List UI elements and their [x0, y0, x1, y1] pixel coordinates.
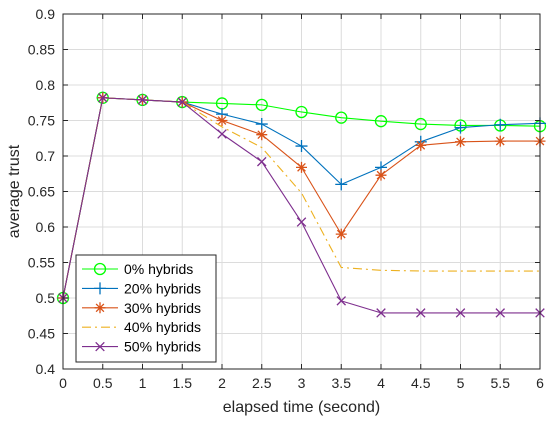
- y-tick-label: 0.8: [36, 77, 56, 93]
- data-point: [177, 97, 188, 107]
- legend: 0% hybrids 20% hybrids 30% hybrids 40% hybr…: [75, 254, 217, 363]
- data-point: [495, 308, 506, 318]
- data-point: [256, 156, 267, 167]
- x-tick-label: 0.5: [93, 375, 113, 391]
- y-tick-label: 0.45: [28, 326, 55, 342]
- y-tick-label: 0.5: [36, 290, 56, 306]
- data-point: [217, 129, 227, 139]
- x-tick-label: 5: [457, 375, 465, 391]
- legend-item: 20% hybrids: [82, 280, 201, 296]
- y-tick-label: 0.9: [36, 6, 56, 22]
- data-point: [255, 98, 268, 112]
- data-point: [255, 118, 268, 131]
- data-point: [374, 115, 388, 128]
- data-point: [415, 139, 427, 151]
- data-point: [414, 117, 427, 131]
- legend-label: 30% hybrids: [124, 300, 201, 316]
- data-point: [296, 161, 307, 173]
- x-tick-label: 3.5: [332, 375, 352, 391]
- data-point: [375, 169, 387, 181]
- data-point: [335, 228, 347, 240]
- y-tick-label: 0.6: [36, 219, 56, 235]
- legend-item: 0% hybrids: [82, 261, 193, 277]
- y-tick-label: 0.65: [28, 184, 55, 200]
- data-point: [335, 178, 348, 191]
- grid: [62, 13, 541, 370]
- data-point: [335, 111, 348, 124]
- data-point: [137, 95, 148, 105]
- x-tick-label: 0: [59, 375, 67, 391]
- y-tick-label: 0.55: [28, 255, 55, 271]
- y-axis-title: average trust: [6, 144, 23, 238]
- x-tick-label: 4.5: [411, 375, 431, 391]
- x-tick-label: 4: [377, 375, 385, 391]
- legend-item: 30% hybrids: [82, 300, 201, 316]
- y-tick-label: 0.85: [28, 42, 55, 58]
- y-tick-label: 0.7: [36, 148, 56, 164]
- data-point: [296, 217, 307, 227]
- legend-label: 40% hybrids: [124, 319, 201, 335]
- data-point: [455, 308, 466, 318]
- data-point: [216, 115, 228, 126]
- series-50-hybrids: [58, 93, 545, 318]
- data-point: [295, 140, 308, 153]
- data-point: [455, 136, 466, 148]
- legend-label: 50% hybrids: [124, 339, 201, 355]
- ticks: 0 0.5 1 1.5 2 2.5 3 3.5 4 4.5 5 5.5 6 0.4 0.45 0.5 0.55 0…: [28, 6, 544, 391]
- data-point: [97, 93, 108, 103]
- x-axis-title: elapsed time (second): [223, 399, 380, 416]
- data-point: [454, 121, 467, 134]
- x-tick-label: 6: [536, 375, 544, 391]
- y-tick-label: 0.4: [36, 361, 56, 377]
- data-point: [336, 296, 347, 306]
- x-tick-label: 1.5: [173, 375, 193, 391]
- data-point: [415, 308, 426, 318]
- x-tick-label: 3: [298, 375, 306, 391]
- data-point: [494, 118, 507, 131]
- data-point: [295, 105, 308, 119]
- legend-marker: [94, 302, 106, 314]
- legend-label: 0% hybrids: [124, 261, 193, 277]
- legend-item: 40% hybrids: [82, 319, 201, 335]
- x-tick-label: 5.5: [491, 375, 511, 391]
- data-point: [256, 129, 268, 141]
- x-tick-label: 2.5: [252, 375, 272, 391]
- data-point: [494, 135, 506, 147]
- x-tick-label: 1: [139, 375, 147, 391]
- y-tick-label: 0.75: [28, 113, 55, 129]
- x-tick-label: 2: [218, 375, 226, 391]
- data-point: [376, 308, 386, 318]
- legend-marker: [94, 282, 106, 295]
- legend-marker: [93, 262, 107, 276]
- legend-marker: [95, 341, 105, 352]
- legend-item: 50% hybrids: [82, 339, 201, 355]
- legend-label: 20% hybrids: [124, 280, 201, 296]
